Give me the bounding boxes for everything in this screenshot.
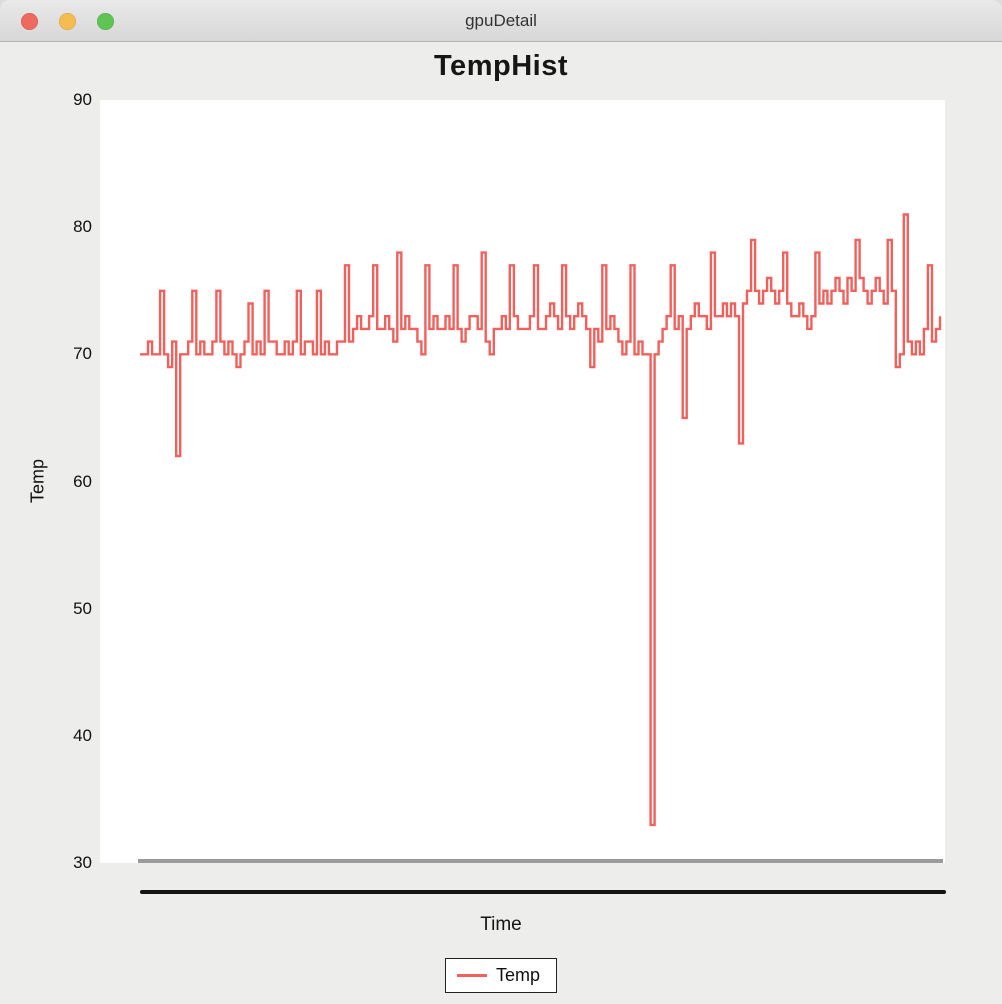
close-button[interactable] <box>21 12 38 30</box>
x-axis-title: Time <box>480 914 522 935</box>
y-tick-label: 60 <box>73 471 92 491</box>
y-tick-label: 50 <box>73 598 92 618</box>
zoom-button[interactable] <box>97 12 114 30</box>
plot-area <box>100 100 945 863</box>
chart-canvas <box>138 213 943 863</box>
chart-title: TempHist <box>434 50 568 82</box>
y-tick-label: 40 <box>73 725 92 745</box>
legend-line-sample <box>456 974 487 977</box>
y-tick-label: 90 <box>73 90 92 109</box>
y-tick-label: 70 <box>73 344 92 364</box>
window-controls <box>21 0 114 42</box>
title-bar: gpuDetail <box>0 0 1002 42</box>
x-axis-line <box>140 890 946 894</box>
y-axis-title: Temp <box>27 458 48 504</box>
y-tick-label: 30 <box>73 853 92 872</box>
legend: Temp <box>444 958 558 993</box>
temp-series-line <box>140 213 942 827</box>
window-title: gpuDetail <box>465 10 537 30</box>
minimize-button[interactable] <box>59 12 76 30</box>
y-tick-label: 80 <box>73 217 92 237</box>
legend-label: Temp <box>495 965 541 985</box>
